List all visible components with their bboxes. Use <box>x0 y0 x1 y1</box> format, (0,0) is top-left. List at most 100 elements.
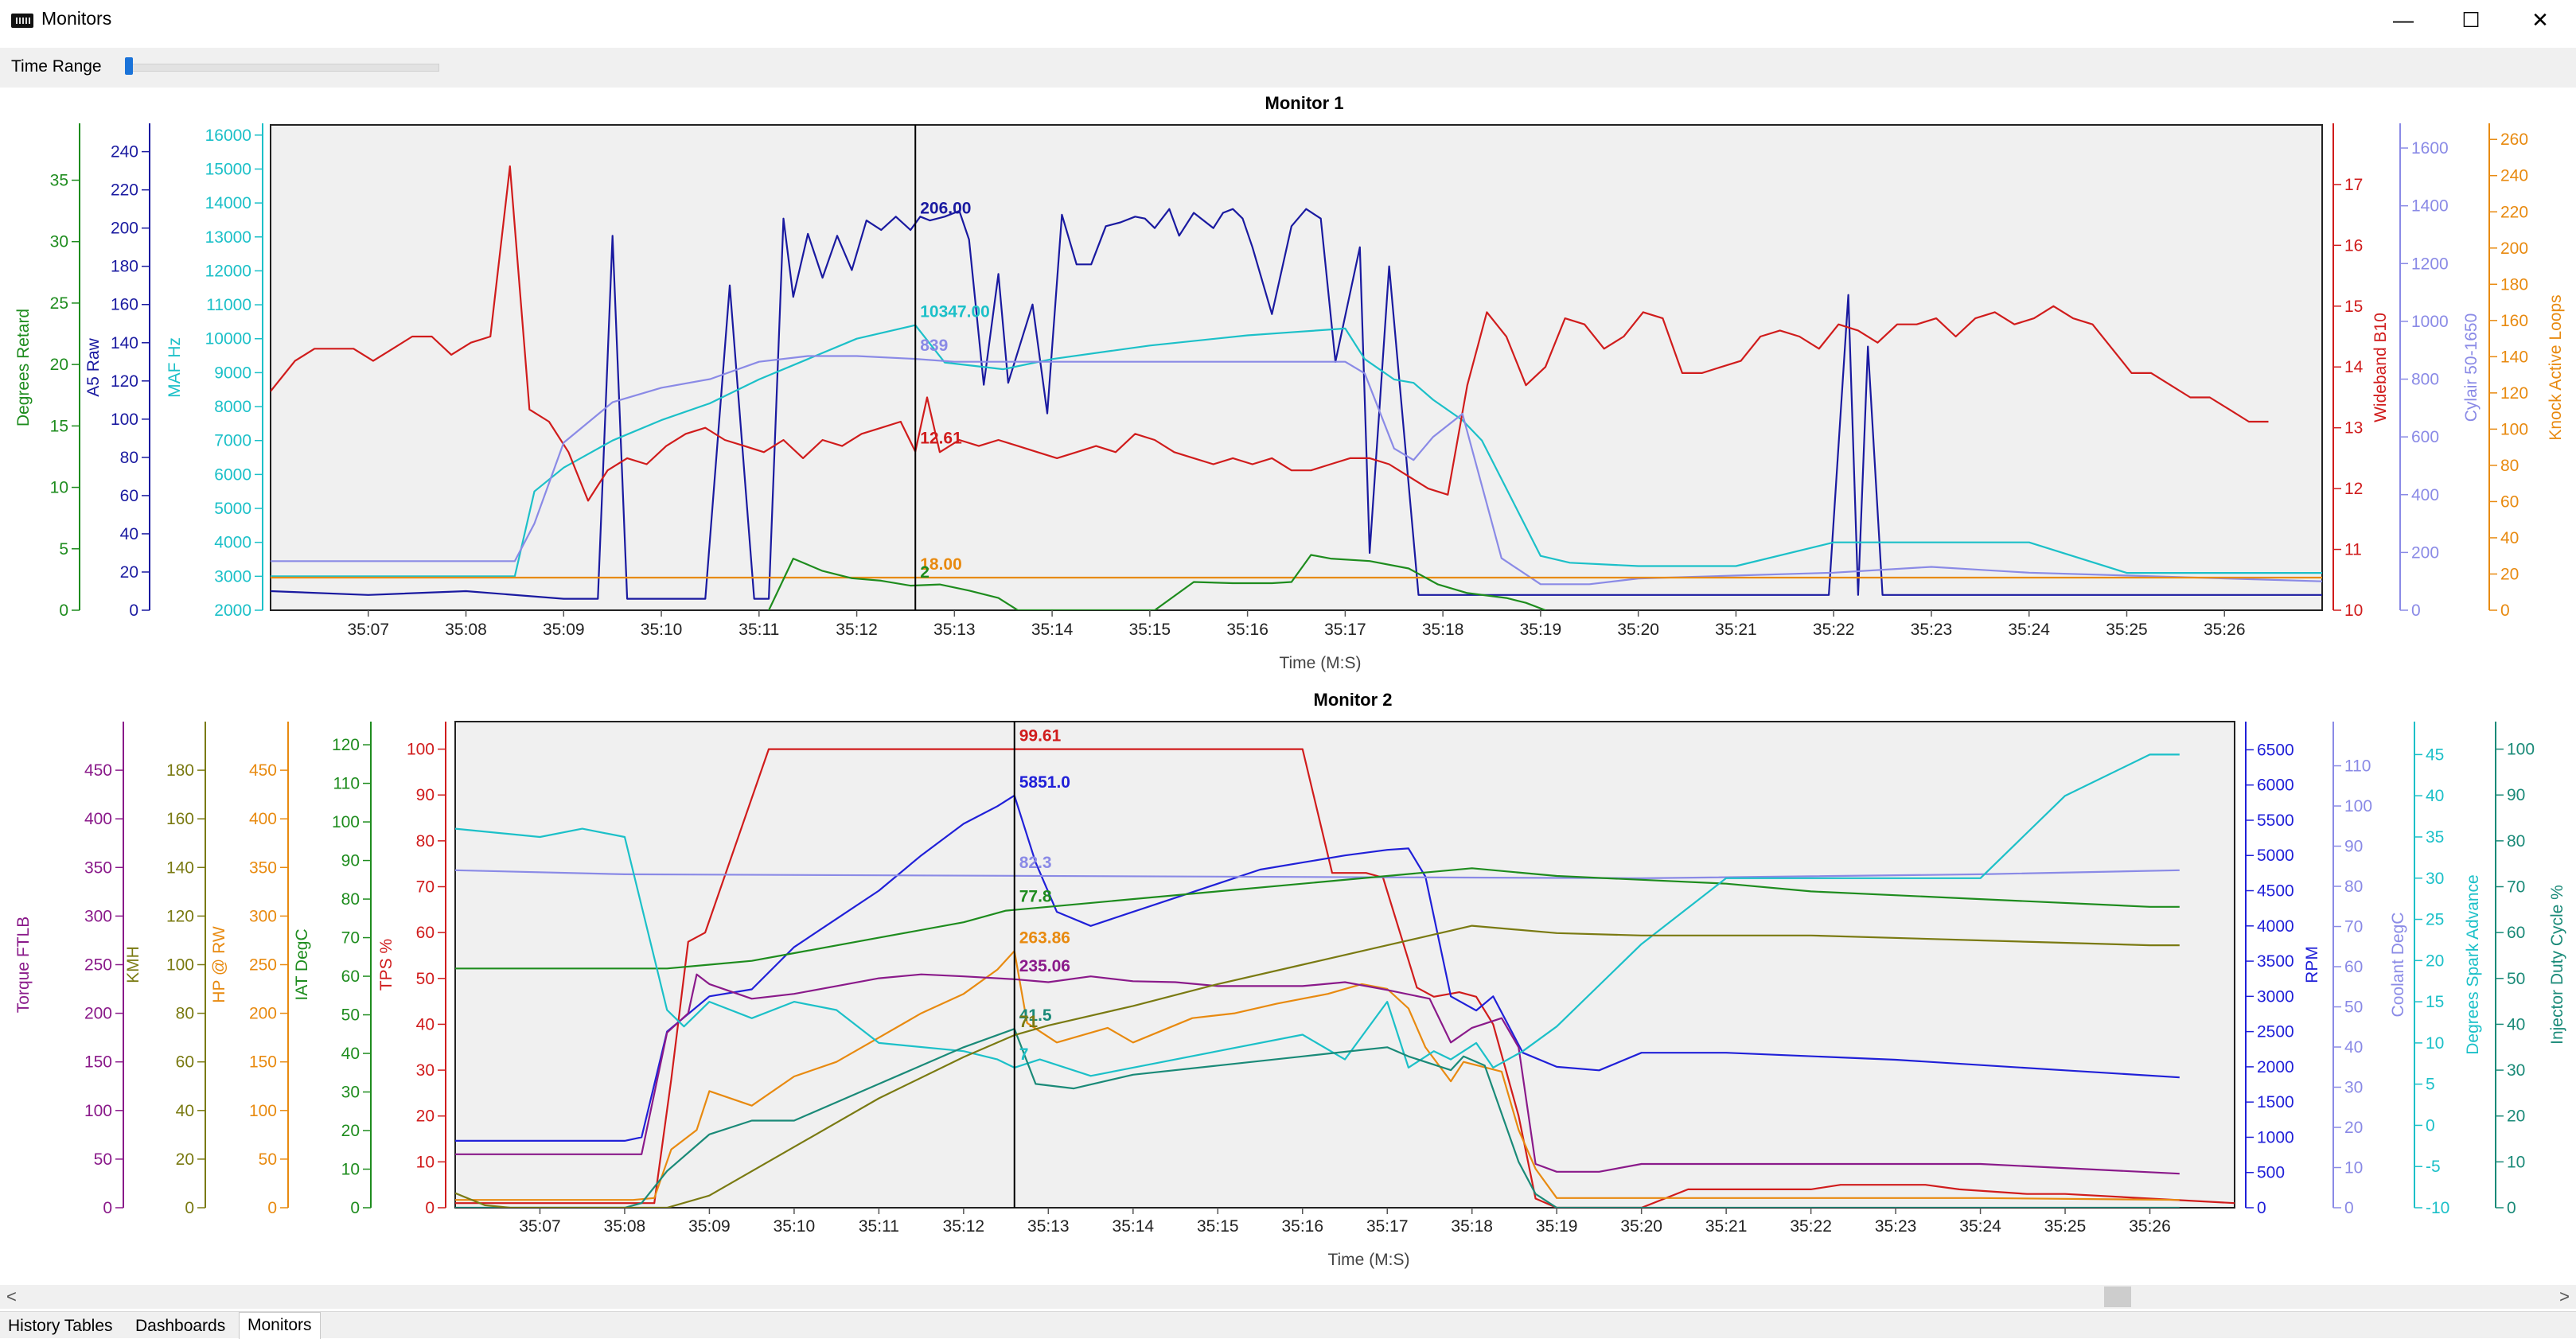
y-tick-label: 90 <box>2507 786 2525 804</box>
close-button[interactable]: ✕ <box>2531 8 2549 32</box>
y-tick-label: 7000 <box>214 432 251 450</box>
horizontal-scrollbar[interactable]: < > <box>0 1285 2576 1309</box>
series-line-kmh <box>455 924 2180 1208</box>
y-tick-label: 12000 <box>205 262 251 280</box>
y-tick-label: 100 <box>2507 741 2535 759</box>
x-tick-label: 35:16 <box>1281 1217 1323 1236</box>
x-tick-label: 35:21 <box>1715 621 1757 639</box>
y-tick-label: 20 <box>176 1150 194 1169</box>
x-tick-label: 35:24 <box>2008 621 2050 639</box>
x-axis-label: Time (M:S) <box>1279 654 1361 672</box>
y-axis-label-degrees-spark-advance: Degrees Spark Advance <box>2464 874 2482 1054</box>
maximize-button[interactable]: ☐ <box>2461 8 2481 32</box>
y-tick-label: 5500 <box>2257 812 2294 830</box>
x-tick-label: 35:20 <box>1620 1217 1662 1236</box>
chart-title: Monitor 1 <box>1265 93 1344 113</box>
y-tick-label: 15000 <box>205 160 251 178</box>
minimize-button[interactable]: — <box>2393 8 2414 32</box>
y-tick-label: 100 <box>111 411 138 429</box>
y-tick-label: 17 <box>2344 176 2363 194</box>
y-tick-label: 0 <box>2500 601 2510 620</box>
y-tick-label: 1500 <box>2257 1093 2294 1111</box>
y-tick-label: 30 <box>416 1061 435 1080</box>
tab-monitors[interactable]: Monitors <box>239 1312 321 1339</box>
y-tick-label: 0 <box>350 1199 360 1217</box>
y-tick-label: 25 <box>50 294 68 313</box>
x-tick-label: 35:15 <box>1197 1217 1239 1236</box>
series-line-iat-degc <box>455 867 2180 970</box>
y-tick-label: 800 <box>2411 371 2439 389</box>
y-tick-label: 0 <box>2344 1199 2354 1217</box>
y-tick-label: 1200 <box>2411 255 2449 273</box>
y-tick-label: 30 <box>50 233 68 251</box>
y-tick-label: 200 <box>2500 239 2528 258</box>
scroll-left-arrow-icon[interactable]: < <box>6 1286 17 1306</box>
tab-history-tables[interactable]: History Tables <box>8 1317 113 1335</box>
y-tick-label: 40 <box>2344 1038 2363 1057</box>
cursor-value-hp-rw: 263.86 <box>1019 928 1070 947</box>
y-tick-label: 6000 <box>2257 777 2294 795</box>
y-tick-label: 150 <box>84 1053 112 1072</box>
scroll-right-arrow-icon[interactable]: > <box>2559 1286 2570 1306</box>
cursor-value-degrees-retard: 2 <box>920 563 929 582</box>
x-tick-label: 35:11 <box>739 621 779 639</box>
y-tick-label: 90 <box>341 852 360 870</box>
y-tick-label: 150 <box>249 1053 277 1072</box>
y-tick-label: 50 <box>341 1006 360 1025</box>
x-tick-label: 35:09 <box>688 1217 731 1236</box>
y-tick-label: 6500 <box>2257 741 2294 759</box>
y-tick-label: 0 <box>185 1199 194 1217</box>
y-axis-label-knock-active-loops: Knock Active Loops <box>2547 294 2565 440</box>
monitor-1-chart: Monitor 1 35:07 35:08 35:09 35:10 35:11 35:12 3… <box>14 93 2565 672</box>
y-tick-label: 3500 <box>2257 952 2294 971</box>
cursor-value-rpm: 5851.0 <box>1019 773 1070 792</box>
monitor-charts: Monitor 1 35:07 35:08 35:09 35:10 35:11 35:12 3… <box>14 93 2566 1269</box>
y-axis-label-hp-rw: HP @ RW <box>210 926 228 1003</box>
y-tick-label: 2000 <box>2257 1058 2294 1076</box>
x-tick-label: 35:07 <box>347 621 389 639</box>
plot-area <box>454 721 2235 1209</box>
y-tick-label: 40 <box>2500 529 2519 547</box>
y-tick-label: 80 <box>341 890 360 909</box>
y-tick-label: 100 <box>2344 797 2372 815</box>
y-tick-label: 120 <box>2500 384 2528 403</box>
y-tick-label: 20 <box>2426 952 2444 970</box>
y-tick-label: 30 <box>2507 1061 2525 1080</box>
y-tick-label: 80 <box>2500 457 2519 475</box>
cursor-value-kmh: 71 <box>1019 1013 1039 1031</box>
y-tick-label: 1000 <box>2411 313 2449 331</box>
series-line-torque-ftlb <box>455 973 2180 1175</box>
y-tick-label: 500 <box>2257 1164 2285 1182</box>
y-tick-label: -5 <box>2426 1158 2441 1176</box>
monitor-2-chart: Monitor 2 35:07 35:08 35:09 35:10 35:11 35:12 3… <box>14 690 2566 1269</box>
y-tick-label: 2500 <box>2257 1023 2294 1041</box>
y-tick-label: 200 <box>249 1005 277 1023</box>
x-tick-label: 35:20 <box>1617 621 1659 639</box>
x-tick-label: 35:14 <box>1113 1217 1155 1236</box>
time-range-slider[interactable] <box>127 64 439 72</box>
y-tick-label: 3000 <box>2257 987 2294 1006</box>
y-tick-label: 400 <box>2411 486 2439 504</box>
y-axis-label-maf-hz: MAF Hz <box>166 337 184 398</box>
y-tick-label: 160 <box>166 810 194 828</box>
y-tick-label: 5 <box>2426 1076 2435 1094</box>
tab-dashboards[interactable]: Dashboards <box>135 1317 226 1335</box>
y-tick-label: 30 <box>2344 1079 2363 1097</box>
y-tick-label: 80 <box>120 449 138 467</box>
y-tick-label: 40 <box>176 1102 194 1120</box>
scrollbar-thumb[interactable] <box>2104 1286 2131 1307</box>
y-tick-label: 15 <box>2426 993 2444 1011</box>
y-tick-label: 300 <box>84 907 112 925</box>
y-tick-label: 40 <box>120 525 138 543</box>
y-tick-label: 120 <box>166 907 194 925</box>
y-tick-label: 600 <box>2411 428 2439 446</box>
y-axis-label-injector-duty-cycle: Injector Duty Cycle % <box>2548 885 2566 1045</box>
y-tick-label: 16 <box>2344 236 2363 255</box>
y-tick-label: 250 <box>84 956 112 975</box>
y-tick-label: 180 <box>111 258 138 276</box>
time-range-slider-thumb[interactable] <box>125 57 133 75</box>
series-line-tps <box>455 748 2235 1208</box>
y-tick-label: 14 <box>2344 358 2364 376</box>
y-tick-label: 100 <box>332 813 360 831</box>
y-tick-label: 4000 <box>2257 917 2294 936</box>
